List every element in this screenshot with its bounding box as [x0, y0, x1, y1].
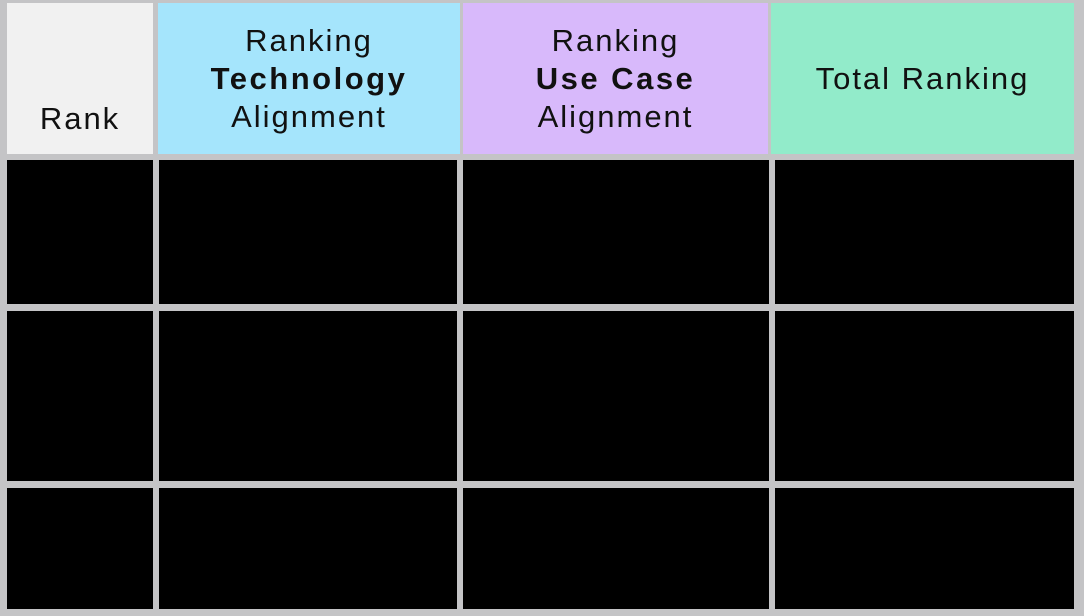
table-cell: [775, 311, 1074, 481]
header-total-label: Total Ranking: [815, 60, 1030, 96]
header-rank: Rank: [7, 3, 153, 154]
table-cell: [159, 311, 457, 481]
header-use-case-line-1: Ranking: [551, 22, 680, 58]
table-cell: [775, 488, 1074, 609]
header-technology-alignment: Ranking Technology Alignment: [158, 3, 460, 154]
table-cell: [463, 160, 769, 304]
header-technology-line-2: Technology: [210, 60, 408, 96]
table-cell: [159, 488, 457, 609]
header-technology-line-3: Alignment: [231, 98, 387, 134]
header-use-case-line-3: Alignment: [537, 98, 694, 134]
table-cell: [7, 488, 153, 609]
table-cell: [7, 311, 153, 481]
header-use-case-line-2: Use Case: [535, 60, 696, 96]
header-use-case-alignment: Ranking Use Case Alignment: [463, 3, 768, 154]
table-cell: [7, 160, 153, 304]
table-cell: [775, 160, 1074, 304]
header-total-ranking: Total Ranking: [771, 3, 1074, 154]
header-rank-label: Rank: [39, 101, 121, 136]
table-cell: [463, 488, 769, 609]
table-cell: [463, 311, 769, 481]
table-cell: [159, 160, 457, 304]
header-technology-line-1: Ranking: [245, 22, 373, 58]
